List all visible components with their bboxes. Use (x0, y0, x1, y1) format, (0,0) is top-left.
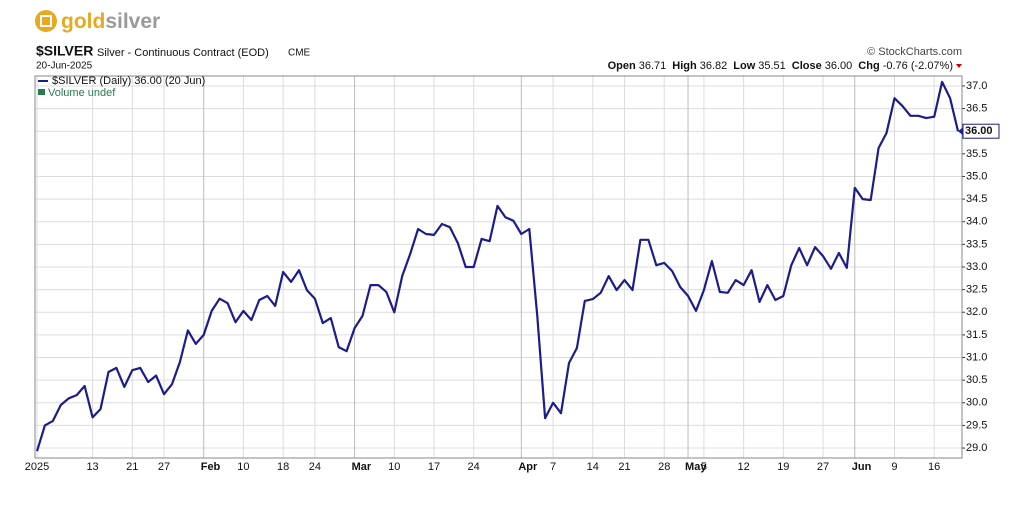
copyright: © StockCharts.com (867, 46, 962, 58)
quote-label: Close (792, 60, 822, 72)
legend-label: $SILVER (Daily) 36.00 (20 Jun) (52, 75, 205, 87)
x-tick-label: Apr (518, 461, 538, 473)
x-tick-label: 14 (587, 461, 599, 473)
symbol: $SILVER (36, 43, 93, 59)
quote-label: Open (608, 60, 636, 72)
y-tick-label: 36.5 (966, 102, 987, 114)
x-tick-label: 7 (550, 461, 556, 473)
price-tag-arrow (958, 127, 963, 136)
exchange: CME (288, 48, 311, 59)
x-tick-label: 28 (658, 461, 670, 473)
y-tick-label: 34.5 (966, 193, 987, 205)
x-tick-label: 5 (701, 461, 707, 473)
x-tick-label: 27 (817, 461, 829, 473)
x-tick-label: 2025 (25, 461, 49, 473)
x-tick-label: 21 (618, 461, 630, 473)
quote: Open 36.71 High 36.82 Low 35.51 Close 36.00 Chg -… (608, 60, 953, 72)
price-tag-label: 36.00 (965, 125, 993, 137)
x-tick-label: Feb (201, 461, 221, 473)
x-tick-label: 16 (928, 461, 940, 473)
y-tick-label: 37.0 (966, 80, 987, 92)
x-tick-label: 21 (126, 461, 138, 473)
down-arrow (956, 64, 962, 68)
y-tick-label: 32.0 (966, 306, 987, 318)
x-tick-label: 12 (738, 461, 750, 473)
quote-label: Low (733, 60, 755, 72)
y-tick-label: 29.0 (966, 442, 987, 454)
quote-value: -0.76 (-2.07%) (883, 60, 953, 72)
logo-icon (35, 10, 57, 32)
price-line (35, 80, 960, 452)
x-tick-label: 10 (237, 461, 249, 473)
y-tick-label: 34.0 (966, 216, 987, 228)
y-tick-label: 29.5 (966, 419, 987, 431)
quote-value: 35.51 (758, 60, 786, 72)
y-tick-label: 33.0 (966, 261, 987, 273)
quote-value: 36.71 (639, 60, 667, 72)
quote-value: 36.00 (825, 60, 853, 72)
x-tick-label: 13 (86, 461, 98, 473)
quote-value: 36.82 (700, 60, 728, 72)
quote-label: Chg (858, 60, 879, 72)
description: Silver - Continuous Contract (EOD) (97, 47, 269, 59)
plot-frame (34, 75, 963, 459)
y-tick-label: 35.5 (966, 148, 987, 160)
y-tick-label: 33.5 (966, 238, 987, 250)
x-tick-label: 9 (891, 461, 897, 473)
volume-label: Volume undef (48, 87, 116, 99)
x-tick-label: May (685, 461, 707, 473)
y-tick-label: 35.0 (966, 170, 987, 182)
date: 20-Jun-2025 (36, 61, 93, 72)
x-tick-label: 18 (277, 461, 289, 473)
x-tick-label: 24 (468, 461, 480, 473)
x-tick-label: Mar (352, 461, 372, 473)
y-tick-label: 32.5 (966, 284, 987, 296)
logo: goldsilver (35, 10, 160, 33)
y-tick-label: 30.0 (966, 397, 987, 409)
x-tick-label: 10 (388, 461, 400, 473)
x-tick-label: 24 (309, 461, 321, 473)
price-tag (962, 123, 1000, 139)
x-tick-label: Jun (852, 461, 872, 473)
x-tick-label: 27 (158, 461, 170, 473)
y-tick-label: 31.0 (966, 351, 987, 363)
y-tick-label: 30.5 (966, 374, 987, 386)
y-tick-label: 31.5 (966, 329, 987, 341)
quote-label: High (672, 60, 697, 72)
volume-icon (38, 89, 45, 95)
x-tick-label: 19 (777, 461, 789, 473)
x-tick-label: 17 (428, 461, 440, 473)
logo-gold: goldsilver (61, 10, 160, 33)
logo-icon-mark (40, 15, 52, 27)
